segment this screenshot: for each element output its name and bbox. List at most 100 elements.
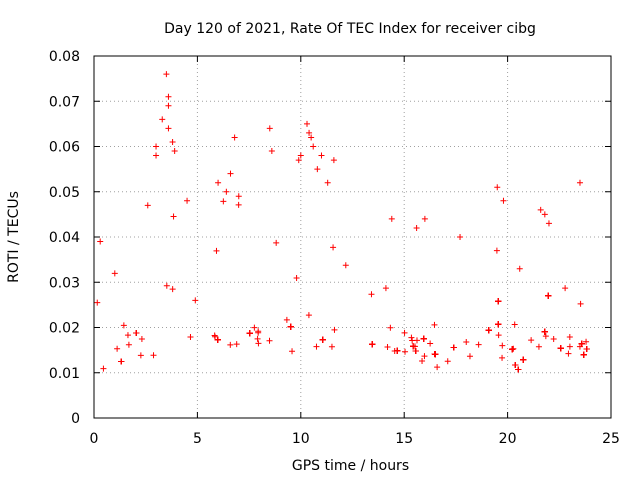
data-point bbox=[215, 179, 222, 186]
data-point bbox=[165, 125, 172, 132]
data-point bbox=[583, 338, 590, 345]
data-point bbox=[306, 129, 313, 136]
data-point bbox=[457, 234, 464, 240]
data-point bbox=[566, 334, 573, 341]
data-point bbox=[515, 366, 522, 373]
y-tick-label: 0.04 bbox=[49, 230, 80, 246]
data-point bbox=[537, 206, 544, 213]
data-point bbox=[401, 329, 408, 336]
data-point bbox=[495, 332, 502, 339]
x-tick-label: 5 bbox=[193, 431, 202, 447]
y-tick-label: 0.06 bbox=[49, 140, 80, 156]
data-point bbox=[566, 343, 573, 350]
axis-ticks bbox=[93, 55, 612, 419]
data-point bbox=[463, 338, 470, 345]
data-point bbox=[308, 134, 315, 141]
data-point bbox=[313, 343, 320, 350]
data-point bbox=[565, 350, 572, 357]
data-point bbox=[387, 324, 394, 331]
data-point bbox=[499, 354, 506, 361]
data-point bbox=[509, 346, 516, 353]
data-point bbox=[169, 286, 176, 293]
data-point bbox=[511, 321, 518, 328]
data-point bbox=[434, 364, 441, 371]
data-point bbox=[516, 265, 523, 272]
data-point bbox=[421, 353, 428, 360]
data-point bbox=[431, 321, 438, 328]
data-point bbox=[413, 337, 420, 344]
data-point bbox=[165, 102, 172, 109]
data-point bbox=[410, 343, 417, 350]
data-point bbox=[214, 336, 221, 343]
y-tick-label: 0.07 bbox=[49, 94, 80, 110]
data-point bbox=[137, 352, 144, 359]
data-point bbox=[163, 282, 170, 289]
data-point bbox=[499, 342, 506, 349]
data-point bbox=[233, 341, 240, 348]
data-point bbox=[431, 351, 438, 358]
data-point bbox=[427, 340, 434, 347]
data-point bbox=[510, 345, 517, 352]
grid-lines bbox=[94, 56, 611, 418]
data-point bbox=[388, 215, 395, 222]
x-tick-label: 10 bbox=[292, 431, 310, 447]
data-point bbox=[369, 341, 376, 348]
data-point bbox=[541, 211, 548, 218]
data-point bbox=[421, 215, 428, 222]
data-point bbox=[368, 291, 375, 298]
data-point bbox=[268, 148, 275, 155]
y-tick-label: 0.01 bbox=[49, 366, 80, 382]
data-point bbox=[212, 333, 219, 340]
data-point bbox=[144, 202, 151, 209]
data-point bbox=[305, 312, 312, 319]
data-point bbox=[577, 300, 584, 307]
data-point bbox=[273, 239, 280, 246]
data-point bbox=[466, 353, 473, 360]
data-point bbox=[165, 93, 172, 100]
data-point bbox=[408, 334, 415, 341]
y-tick-label: 0 bbox=[71, 411, 80, 427]
data-point bbox=[578, 340, 585, 347]
x-axis-label: GPS time / hours bbox=[292, 458, 409, 474]
data-point bbox=[227, 341, 234, 348]
data-point bbox=[114, 345, 121, 352]
data-point bbox=[450, 344, 457, 351]
data-point bbox=[283, 316, 290, 323]
y-tick-label: 0.08 bbox=[49, 49, 80, 65]
y-tick-label: 0.05 bbox=[49, 185, 80, 201]
data-point bbox=[550, 336, 557, 343]
data-point bbox=[330, 244, 337, 251]
x-tick-label: 25 bbox=[602, 431, 620, 447]
chart-title: Day 120 of 2021, Rate Of TEC Index for r… bbox=[164, 21, 536, 37]
data-point bbox=[251, 324, 258, 331]
data-point bbox=[500, 197, 507, 204]
data-point bbox=[111, 270, 118, 277]
data-point bbox=[402, 348, 409, 355]
data-point bbox=[124, 332, 131, 339]
data-point bbox=[304, 120, 311, 127]
data-point bbox=[319, 336, 326, 343]
data-point bbox=[170, 213, 177, 220]
data-point bbox=[493, 247, 500, 254]
data-point bbox=[138, 336, 145, 343]
data-point bbox=[118, 358, 125, 365]
data-point bbox=[293, 274, 300, 281]
data-point bbox=[330, 157, 337, 164]
plot-frame bbox=[93, 55, 612, 419]
data-point bbox=[125, 341, 132, 348]
data-point bbox=[235, 193, 242, 200]
data-point bbox=[557, 345, 564, 352]
data-point bbox=[394, 347, 401, 354]
data-point bbox=[266, 337, 273, 344]
data-point bbox=[227, 170, 234, 177]
data-point bbox=[220, 198, 227, 205]
data-point bbox=[97, 238, 104, 245]
data-point bbox=[192, 297, 199, 304]
data-point bbox=[184, 197, 191, 204]
data-point bbox=[314, 166, 321, 173]
data-point bbox=[583, 345, 590, 352]
data-point bbox=[494, 184, 501, 191]
data-point bbox=[576, 179, 583, 186]
data-point bbox=[213, 247, 220, 254]
data-point bbox=[150, 352, 157, 359]
